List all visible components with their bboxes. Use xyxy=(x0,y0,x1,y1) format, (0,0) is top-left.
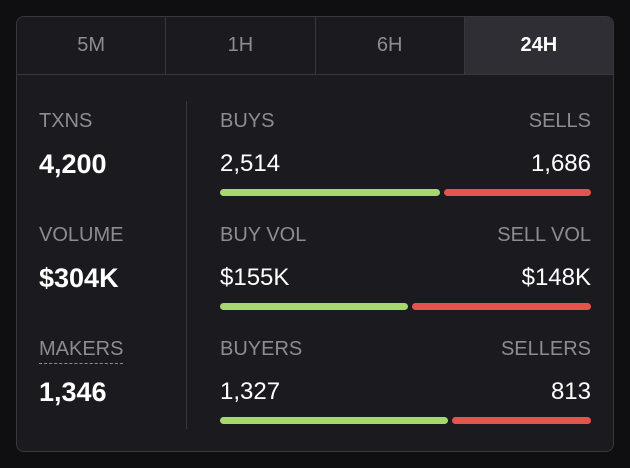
buy-value: 1,327 xyxy=(220,378,281,405)
time-tab[interactable]: 5M xyxy=(17,17,167,74)
buy-value: 2,514 xyxy=(220,150,281,177)
stat-label: TXNS xyxy=(39,110,93,132)
stat-label: VOLUME xyxy=(39,224,124,246)
buy-bar xyxy=(220,417,448,424)
stat-value: 1,346 xyxy=(39,377,107,407)
tab-bar: 5M 1H 6H 24H xyxy=(17,17,613,75)
buy-bar xyxy=(220,189,440,196)
row-label: SELLERS xyxy=(500,338,591,360)
row-label: BUYS xyxy=(220,110,275,132)
sell-value: 813 xyxy=(550,378,591,405)
row-label: SELLS xyxy=(528,110,591,132)
row-label: SELL VOL xyxy=(497,224,591,246)
sell-bar xyxy=(411,303,591,310)
time-tab[interactable]: 1H xyxy=(166,17,316,74)
row-label: BUYERS xyxy=(220,338,303,360)
sell-value: 1,686 xyxy=(530,150,591,177)
time-tab[interactable]: 6H xyxy=(316,17,465,74)
stat-value: $304K xyxy=(39,263,119,293)
time-tab[interactable]: 24H xyxy=(464,17,613,74)
row-label: BUY VOL xyxy=(220,224,307,246)
divider xyxy=(186,101,187,429)
stats-panel: 5M 1H 6H 24H TXNS 4,200 VOLUME $304K MAKERS 1,34… xyxy=(16,16,614,452)
stat-value: 4,200 xyxy=(39,149,107,179)
stat-label: MAKERS xyxy=(39,338,124,364)
sell-bar xyxy=(451,417,591,424)
sell-bar xyxy=(443,189,591,196)
buy-bar xyxy=(220,303,408,310)
sell-value: $148K xyxy=(521,264,591,291)
buy-value: $155K xyxy=(220,264,290,291)
